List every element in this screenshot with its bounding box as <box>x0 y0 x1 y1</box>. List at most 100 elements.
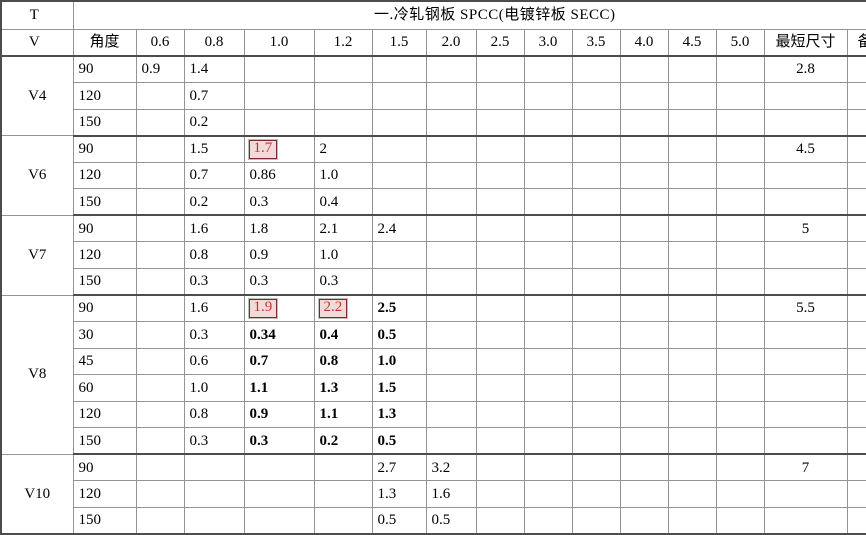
column-header-note: 备注 <box>846 29 866 58</box>
cell-value-2.5 <box>475 82 525 110</box>
table-row: 150 0.2 0.3 0.4 <box>1 188 866 217</box>
cell-value-3.5 <box>571 347 621 376</box>
cell-value-3.0 <box>523 134 573 163</box>
cell-value-1.2: 0.8 <box>313 347 373 376</box>
table-row: V10 90 2.7 3.2 7 <box>0 453 866 535</box>
column-header-angle: 角度 <box>72 29 137 58</box>
cell-value-0.8: 0.6 <box>183 347 245 376</box>
cell-angle: 90 <box>72 134 137 163</box>
table-row: V6 90 1.5 1.7 2 4.5 <box>0 134 866 216</box>
cell-value-1.0: 0.34 <box>243 321 315 349</box>
cell-value-0.6 <box>135 161 185 190</box>
cell-value-2.5 <box>475 161 525 190</box>
cell-value-1.0 <box>243 480 315 508</box>
cell-value-2.0 <box>425 400 477 429</box>
column-header-min-size: 最短尺寸 <box>763 29 848 58</box>
table-row: V7 90 1.6 1.8 2.1 2.4 5 <box>0 214 866 296</box>
cell-value-1.5 <box>371 188 427 217</box>
cell-value-0.6 <box>135 347 185 376</box>
cell-min-size <box>763 480 848 508</box>
cell-value-0.8: 0.8 <box>183 241 245 269</box>
header-title-row: T 一.冷轧钢板 SPCC(电镀锌板 SECC) <box>0 0 866 31</box>
cell-min-size <box>763 374 848 402</box>
cell-value-3.0 <box>523 427 573 456</box>
column-header-thickness-5.0: 5.0 <box>715 29 765 58</box>
cell-value-4.0 <box>619 480 669 508</box>
cell-note <box>846 268 866 297</box>
cell-min-size: 7 <box>763 453 848 482</box>
table-row: 150 0.3 0.3 0.3 <box>1 268 866 297</box>
highlighted-value: 2.2 <box>318 299 348 318</box>
cell-value-0.8: 0.2 <box>183 108 245 137</box>
cell-value-4.5 <box>667 134 717 163</box>
cell-value-3.5 <box>571 374 621 402</box>
cell-value-4.5 <box>667 188 717 217</box>
cell-value-5.0 <box>715 400 765 429</box>
table-row: 120 1.3 1.6 <box>1 480 866 508</box>
cell-note <box>846 82 866 110</box>
cell-min-size <box>763 268 848 297</box>
cell-value-1.5 <box>371 82 427 110</box>
cell-value-3.0 <box>523 400 573 429</box>
cell-value-4.5 <box>667 453 717 482</box>
cell-value-4.5 <box>667 241 717 269</box>
cell-value-1.2: 1.1 <box>313 400 373 429</box>
cell-value-3.5 <box>571 55 621 84</box>
cell-value-1.5: 2.5 <box>371 294 427 323</box>
cell-value-2.0 <box>425 427 477 456</box>
cell-angle: 150 <box>72 268 137 297</box>
cell-value-0.8: 1.6 <box>183 294 245 323</box>
cell-value-1.5: 2.7 <box>371 453 427 482</box>
cell-value-2.5 <box>475 506 525 535</box>
table-row: 150 0.3 0.3 0.2 0.5 <box>1 427 866 456</box>
cell-angle: 45 <box>72 347 137 376</box>
cell-value-1.0: 1.9 <box>243 294 315 323</box>
cell-value-0.6 <box>135 108 185 137</box>
cell-value-0.8: 0.8 <box>183 400 245 429</box>
cell-value-1.5 <box>371 134 427 163</box>
cell-value-5.0 <box>715 506 765 535</box>
cell-value-3.5 <box>571 480 621 508</box>
cell-value-1.0 <box>243 506 315 535</box>
cell-value-4.0 <box>619 400 669 429</box>
cell-value-3.0 <box>523 374 573 402</box>
cell-angle: 120 <box>72 400 137 429</box>
cell-value-3.0 <box>523 294 573 323</box>
cell-value-4.5 <box>667 214 717 243</box>
cell-value-2.0 <box>425 268 477 297</box>
cell-value-4.5 <box>667 55 717 84</box>
cell-note <box>846 294 866 323</box>
cell-value-0.8: 0.7 <box>183 82 245 110</box>
table-title: 一.冷轧钢板 SPCC(电镀锌板 SECC) <box>72 0 866 31</box>
cell-value-1.2 <box>313 108 373 137</box>
cell-min-size: 4.5 <box>763 134 848 163</box>
cell-value-2.0 <box>425 188 477 217</box>
cell-value-2.5 <box>475 268 525 297</box>
cell-value-2.5 <box>475 134 525 163</box>
cell-value-0.6: 0.9 <box>135 55 185 84</box>
cell-note <box>846 347 866 376</box>
cell-value-5.0 <box>715 347 765 376</box>
cell-value-0.6 <box>135 400 185 429</box>
cell-value-1.2: 0.4 <box>313 321 373 349</box>
cell-value-2.5 <box>475 400 525 429</box>
cell-value-3.5 <box>571 108 621 137</box>
cell-value-4.0 <box>619 294 669 323</box>
table-row: 45 0.6 0.7 0.8 1.0 <box>1 347 866 376</box>
cell-value-3.0 <box>523 241 573 269</box>
cell-value-2.0 <box>425 294 477 323</box>
table-row: 60 1.0 1.1 1.3 1.5 <box>1 374 866 402</box>
cell-value-0.6 <box>135 427 185 456</box>
cell-angle: 120 <box>72 161 137 190</box>
cell-value-0.8 <box>183 480 245 508</box>
cell-value-2.5 <box>475 480 525 508</box>
cell-value-2.0 <box>425 241 477 269</box>
cell-value-0.6 <box>135 374 185 402</box>
cell-value-0.6 <box>135 453 185 482</box>
cell-value-0.8: 1.5 <box>183 134 245 163</box>
cell-value-1.0: 1.8 <box>243 214 315 243</box>
cell-min-size <box>763 241 848 269</box>
cell-value-5.0 <box>715 374 765 402</box>
cell-value-1.2: 0.3 <box>313 268 373 297</box>
